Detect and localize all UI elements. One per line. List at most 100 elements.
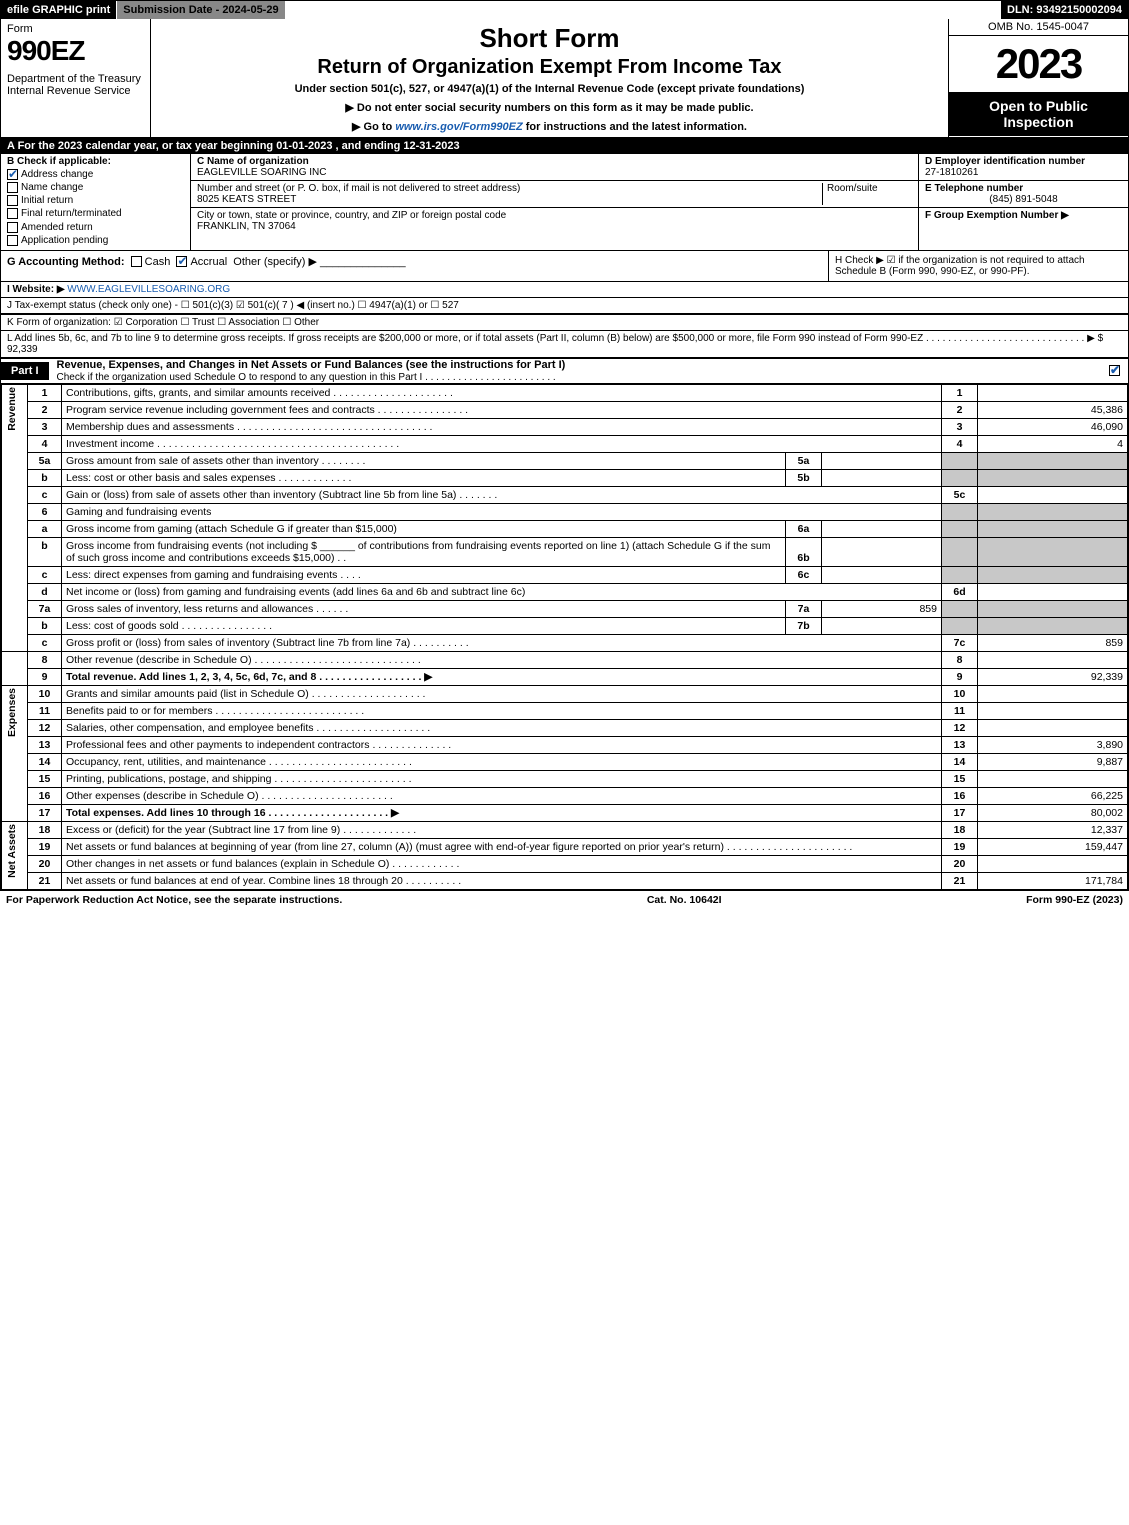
section-c: C Name of organization EAGLEVILLE SOARIN… [191,154,918,250]
header-left: Form 990EZ Department of the Treasury In… [1,19,151,137]
room-suite: Room/suite [822,183,912,205]
checkbox-icon [7,195,18,206]
table-row: 13Professional fees and other payments t… [2,736,1128,753]
chk-cash[interactable] [131,256,142,267]
submission-date: Submission Date - 2024-05-29 [117,1,285,19]
page-footer: For Paperwork Reduction Act Notice, see … [0,891,1129,909]
revenue-label: Revenue [6,387,18,431]
phone-row: E Telephone number (845) 891-5048 [919,181,1128,208]
dln: DLN: 93492150002094 [1001,1,1128,19]
efile-print[interactable]: efile GRAPHIC print [1,1,117,19]
section-b: B Check if applicable: Address change Na… [1,154,191,250]
section-j: J Tax-exempt status (check only one) - ☐… [1,298,1128,314]
checkbox-icon [7,208,18,219]
address-row: Number and street (or P. O. box, if mail… [191,181,918,208]
open-inspection: Open to Public Inspection [949,92,1128,136]
form-990ez-page: efile GRAPHIC print Submission Date - 20… [0,0,1129,891]
section-l: L Add lines 5b, 6c, and 7b to line 9 to … [1,331,1128,358]
table-row: 20Other changes in net assets or fund ba… [2,855,1128,872]
table-row: bLess: cost or other basis and sales exp… [2,469,1128,486]
city-row: City or town, state or province, country… [191,208,918,234]
short-form-title: Short Form [157,23,942,54]
part1-title: Revenue, Expenses, and Changes in Net As… [57,359,566,371]
table-row: cGain or (loss) from sale of assets othe… [2,486,1128,503]
section-h: H Check ▶ ☑ if the organization is not r… [828,251,1128,281]
table-row: dNet income or (loss) from gaming and fu… [2,583,1128,600]
ein-row: D Employer identification number 27-1810… [919,154,1128,181]
table-row: Revenue 1 Contributions, gifts, grants, … [2,384,1128,401]
topbar-spacer [286,1,1001,19]
table-row: 19Net assets or fund balances at beginni… [2,838,1128,855]
chk-name-change[interactable]: Name change [7,182,184,193]
part1-check-line: Check if the organization used Schedule … [57,372,556,383]
main-title: Return of Organization Exempt From Incom… [157,56,942,79]
city-label: City or town, state or province, country… [197,210,912,221]
gross-receipts: 92,339 [7,344,38,355]
table-row: Net Assets18Excess or (deficit) for the … [2,821,1128,838]
part1-schedule-o-check[interactable] [1109,365,1120,376]
table-row: Expenses10Grants and similar amounts pai… [2,685,1128,702]
street-address: 8025 KEATS STREET [197,194,822,205]
chk-initial-return[interactable]: Initial return [7,195,184,206]
catalog-number: Cat. No. 10642I [647,894,722,906]
checkbox-icon [7,222,18,233]
chk-pending[interactable]: Application pending [7,235,184,246]
chk-accrual[interactable] [176,256,187,267]
org-label: C Name of organization [197,156,912,167]
org-name: EAGLEVILLE SOARING INC [197,167,912,178]
sections-bcd: B Check if applicable: Address change Na… [1,154,1128,251]
table-row: 9Total revenue. Add lines 1, 2, 3, 4, 5c… [2,668,1128,685]
irs-link-note: ▶ Go to www.irs.gov/Form990EZ for instru… [157,120,942,133]
topbar: efile GRAPHIC print Submission Date - 20… [1,1,1128,19]
irs-link[interactable]: www.irs.gov/Form990EZ [395,121,522,133]
tax-year: 2023 [949,36,1128,92]
table-row: 11Benefits paid to or for members . . . … [2,702,1128,719]
phone-value: (845) 891-5048 [925,194,1122,205]
chk-final-return[interactable]: Final return/terminated [7,208,184,219]
header-middle: Short Form Return of Organization Exempt… [151,19,948,137]
ein-label: D Employer identification number [925,156,1122,167]
subtitle: Under section 501(c), 527, or 4947(a)(1)… [157,83,942,95]
table-row: 14Occupancy, rent, utilities, and mainte… [2,753,1128,770]
chk-address-change[interactable]: Address change [7,169,184,180]
section-def: D Employer identification number 27-1810… [918,154,1128,250]
paperwork-notice: For Paperwork Reduction Act Notice, see … [6,894,342,906]
expenses-label: Expenses [6,688,18,737]
section-b-label: B Check if applicable: [7,156,184,167]
address-label: Number and street (or P. O. box, if mail… [197,183,822,194]
table-row: 16Other expenses (describe in Schedule O… [2,787,1128,804]
irs: Internal Revenue Service [7,85,144,97]
org-name-row: C Name of organization EAGLEVILLE SOARIN… [191,154,918,181]
table-row: cLess: direct expenses from gaming and f… [2,566,1128,583]
checkbox-icon [7,182,18,193]
part1-header: Part I Revenue, Expenses, and Changes in… [1,358,1128,384]
chk-amended[interactable]: Amended return [7,222,184,233]
ein-value: 27-1810261 [925,167,1122,178]
table-row: 3Membership dues and assessments . . . .… [2,418,1128,435]
checkbox-icon [7,169,18,180]
table-row: 5aGross amount from sale of assets other… [2,452,1128,469]
form-ref: Form 990-EZ (2023) [1026,894,1123,906]
website-link[interactable]: WWW.EAGLEVILLESOARING.ORG [67,284,230,295]
table-row: 4Investment income . . . . . . . . . . .… [2,435,1128,452]
sections-gh: G Accounting Method: Cash Accrual Other … [1,251,1128,282]
table-row: bGross income from fundraising events (n… [2,537,1128,566]
part1-table: Revenue 1 Contributions, gifts, grants, … [1,384,1128,890]
form-word: Form [7,23,144,35]
table-row: 8Other revenue (describe in Schedule O) … [2,651,1128,668]
city-state-zip: FRANKLIN, TN 37064 [197,221,912,232]
header-right: OMB No. 1545-0047 2023 Open to Public In… [948,19,1128,137]
table-row: 2Program service revenue including gover… [2,401,1128,418]
checkbox-icon [7,235,18,246]
table-row: 12Salaries, other compensation, and empl… [2,719,1128,736]
ssn-warning: ▶ Do not enter social security numbers o… [157,101,942,114]
omb-number: OMB No. 1545-0047 [949,19,1128,36]
netassets-label: Net Assets [6,824,18,878]
form-number: 990EZ [7,35,144,67]
part1-tab: Part I [1,362,49,380]
form-header: Form 990EZ Department of the Treasury In… [1,19,1128,138]
phone-label: E Telephone number [925,183,1122,194]
section-i: I Website: ▶ WWW.EAGLEVILLESOARING.ORG [1,282,1128,298]
table-row: 15Printing, publications, postage, and s… [2,770,1128,787]
table-row: 7aGross sales of inventory, less returns… [2,600,1128,617]
